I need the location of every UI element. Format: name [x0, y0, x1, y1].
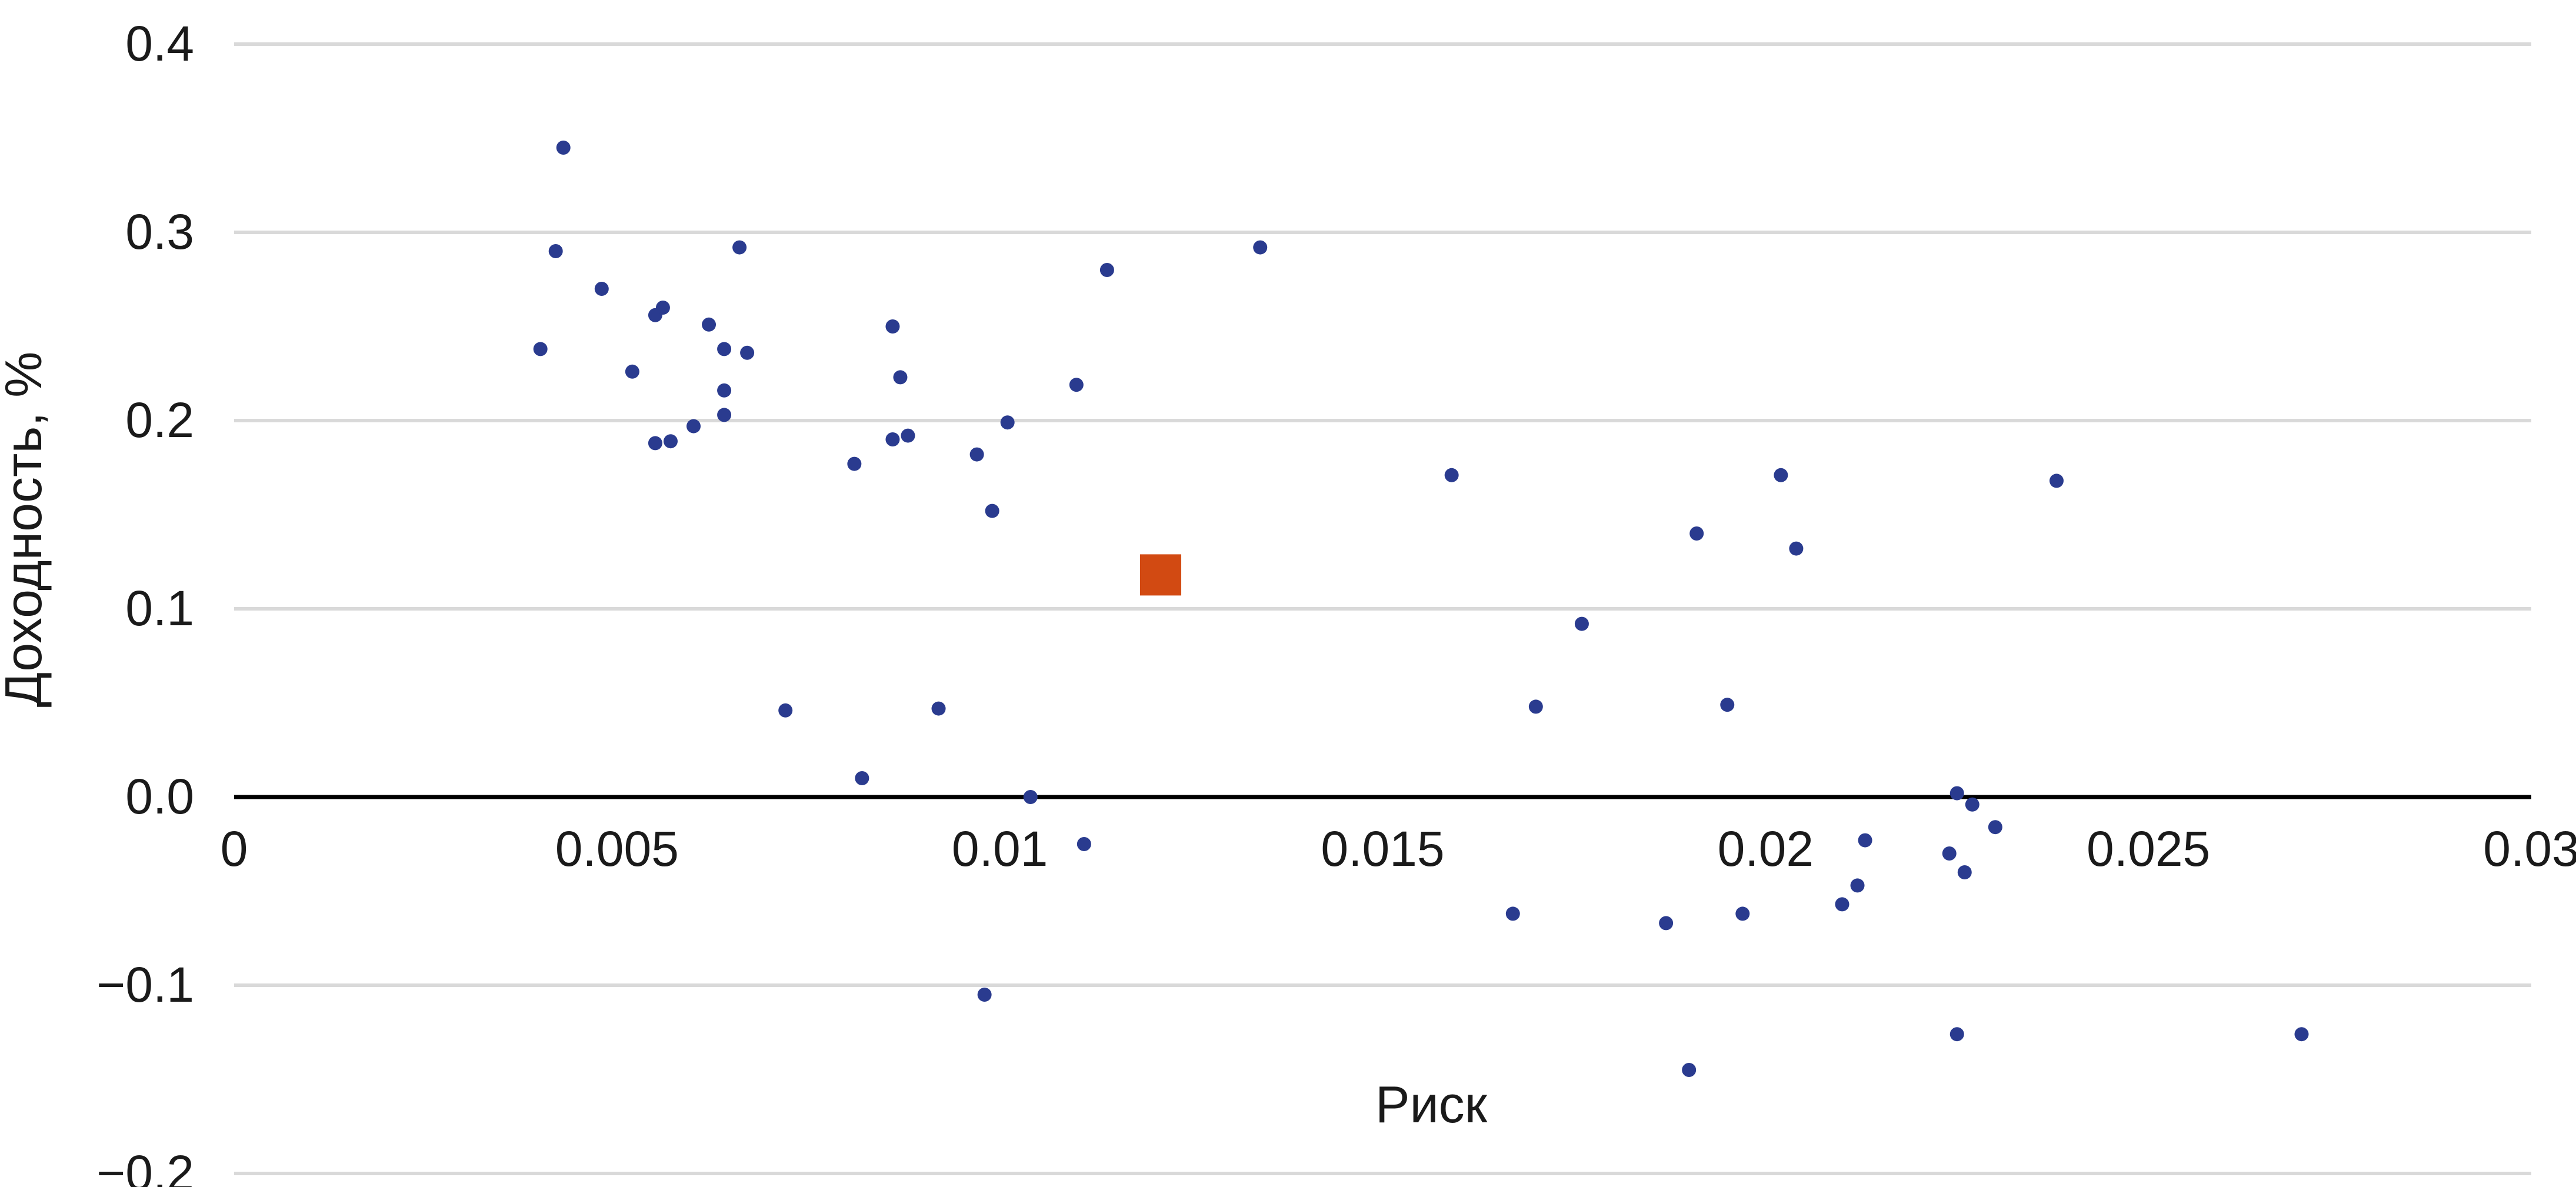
scatter-point: [1965, 797, 1980, 812]
scatter-point: [702, 317, 717, 332]
data-points: [533, 141, 2309, 1077]
scatter-point: [625, 364, 639, 379]
scatter-point: [717, 383, 732, 398]
scatter-point: [1077, 837, 1091, 851]
y-tick-label: 0.0: [125, 769, 194, 824]
scatter-point: [1253, 240, 1268, 255]
y-axis-tick-labels: 0.4 0.3 0.2 0.1 0.0 −0.1 −0.2: [96, 16, 194, 1187]
x-tick-label: 0: [221, 821, 248, 876]
scatter-point: [1505, 906, 1520, 921]
y-tick-label: −0.1: [96, 957, 194, 1012]
scatter-point: [885, 432, 900, 446]
scatter-point: [1444, 468, 1459, 482]
y-axis-title: Доходность, %: [0, 352, 52, 708]
scatter-point: [985, 504, 999, 518]
scatter-point: [1942, 846, 1957, 861]
scatter-point: [855, 771, 869, 785]
scatter-point: [1528, 699, 1543, 714]
scatter-point: [1735, 906, 1750, 921]
scatter-point: [1069, 378, 1084, 392]
scatter-point: [2294, 1027, 2309, 1042]
scatter-point: [847, 456, 862, 471]
scatter-point: [556, 141, 571, 155]
scatter-point: [1023, 790, 1038, 804]
x-tick-label: 0.015: [1321, 821, 1444, 876]
x-axis-tick-labels: 0 0.005 0.01 0.015 0.02 0.025 0.03: [221, 821, 2576, 876]
scatter-point: [901, 428, 915, 443]
y-tick-label: −0.2: [96, 1145, 194, 1187]
scatter-point: [2049, 474, 2064, 488]
y-tick-label: 0.3: [125, 204, 194, 259]
scatter-point: [655, 301, 670, 315]
scatter-point: [648, 436, 662, 451]
scatter-point: [1000, 415, 1015, 430]
x-tick-label: 0.005: [555, 821, 679, 876]
x-tick-label: 0.01: [952, 821, 1048, 876]
scatter-point: [717, 408, 732, 422]
scatter-point: [778, 703, 793, 718]
scatter-point: [1659, 916, 1674, 931]
scatter-point: [1858, 833, 1872, 848]
scatter-point: [931, 701, 946, 716]
scatter-point: [548, 244, 563, 258]
scatter-point: [1850, 878, 1865, 893]
y-tick-label: 0.1: [125, 581, 194, 636]
scatter-point: [663, 434, 678, 449]
x-axis-title: Риск: [1375, 1075, 1488, 1133]
x-tick-label: 0.025: [2087, 821, 2210, 876]
scatter-point: [1950, 786, 1964, 801]
highlight-point: [1140, 554, 1182, 596]
scatter-point: [717, 342, 732, 356]
grid-lines: [234, 42, 2531, 1175]
scatter-point: [1835, 897, 1849, 912]
scatter-point: [1957, 865, 1972, 879]
y-tick-label: 0.4: [125, 16, 194, 71]
scatter-point: [740, 345, 755, 360]
scatter-point: [977, 988, 992, 1002]
scatter-point: [533, 342, 548, 356]
scatter-point: [893, 370, 908, 385]
scatter-point: [1950, 1027, 1964, 1042]
scatter-point: [1099, 263, 1114, 277]
scatter-point: [732, 240, 747, 255]
x-tick-label: 0.03: [2483, 821, 2576, 876]
y-tick-label: 0.2: [125, 392, 194, 448]
scatter-point: [885, 319, 900, 334]
scatter-point: [1574, 616, 1589, 631]
scatter-point: [1988, 820, 2002, 835]
x-tick-label: 0.02: [1718, 821, 1814, 876]
scatter-point: [1774, 468, 1788, 482]
scatter-point: [969, 447, 984, 462]
scatter-point: [1689, 526, 1704, 541]
scatter-point: [687, 419, 701, 434]
scatter-point: [594, 282, 609, 296]
scatter-point: [1682, 1063, 1697, 1077]
scatter-point: [1720, 698, 1735, 712]
scatter-point: [1789, 541, 1804, 556]
